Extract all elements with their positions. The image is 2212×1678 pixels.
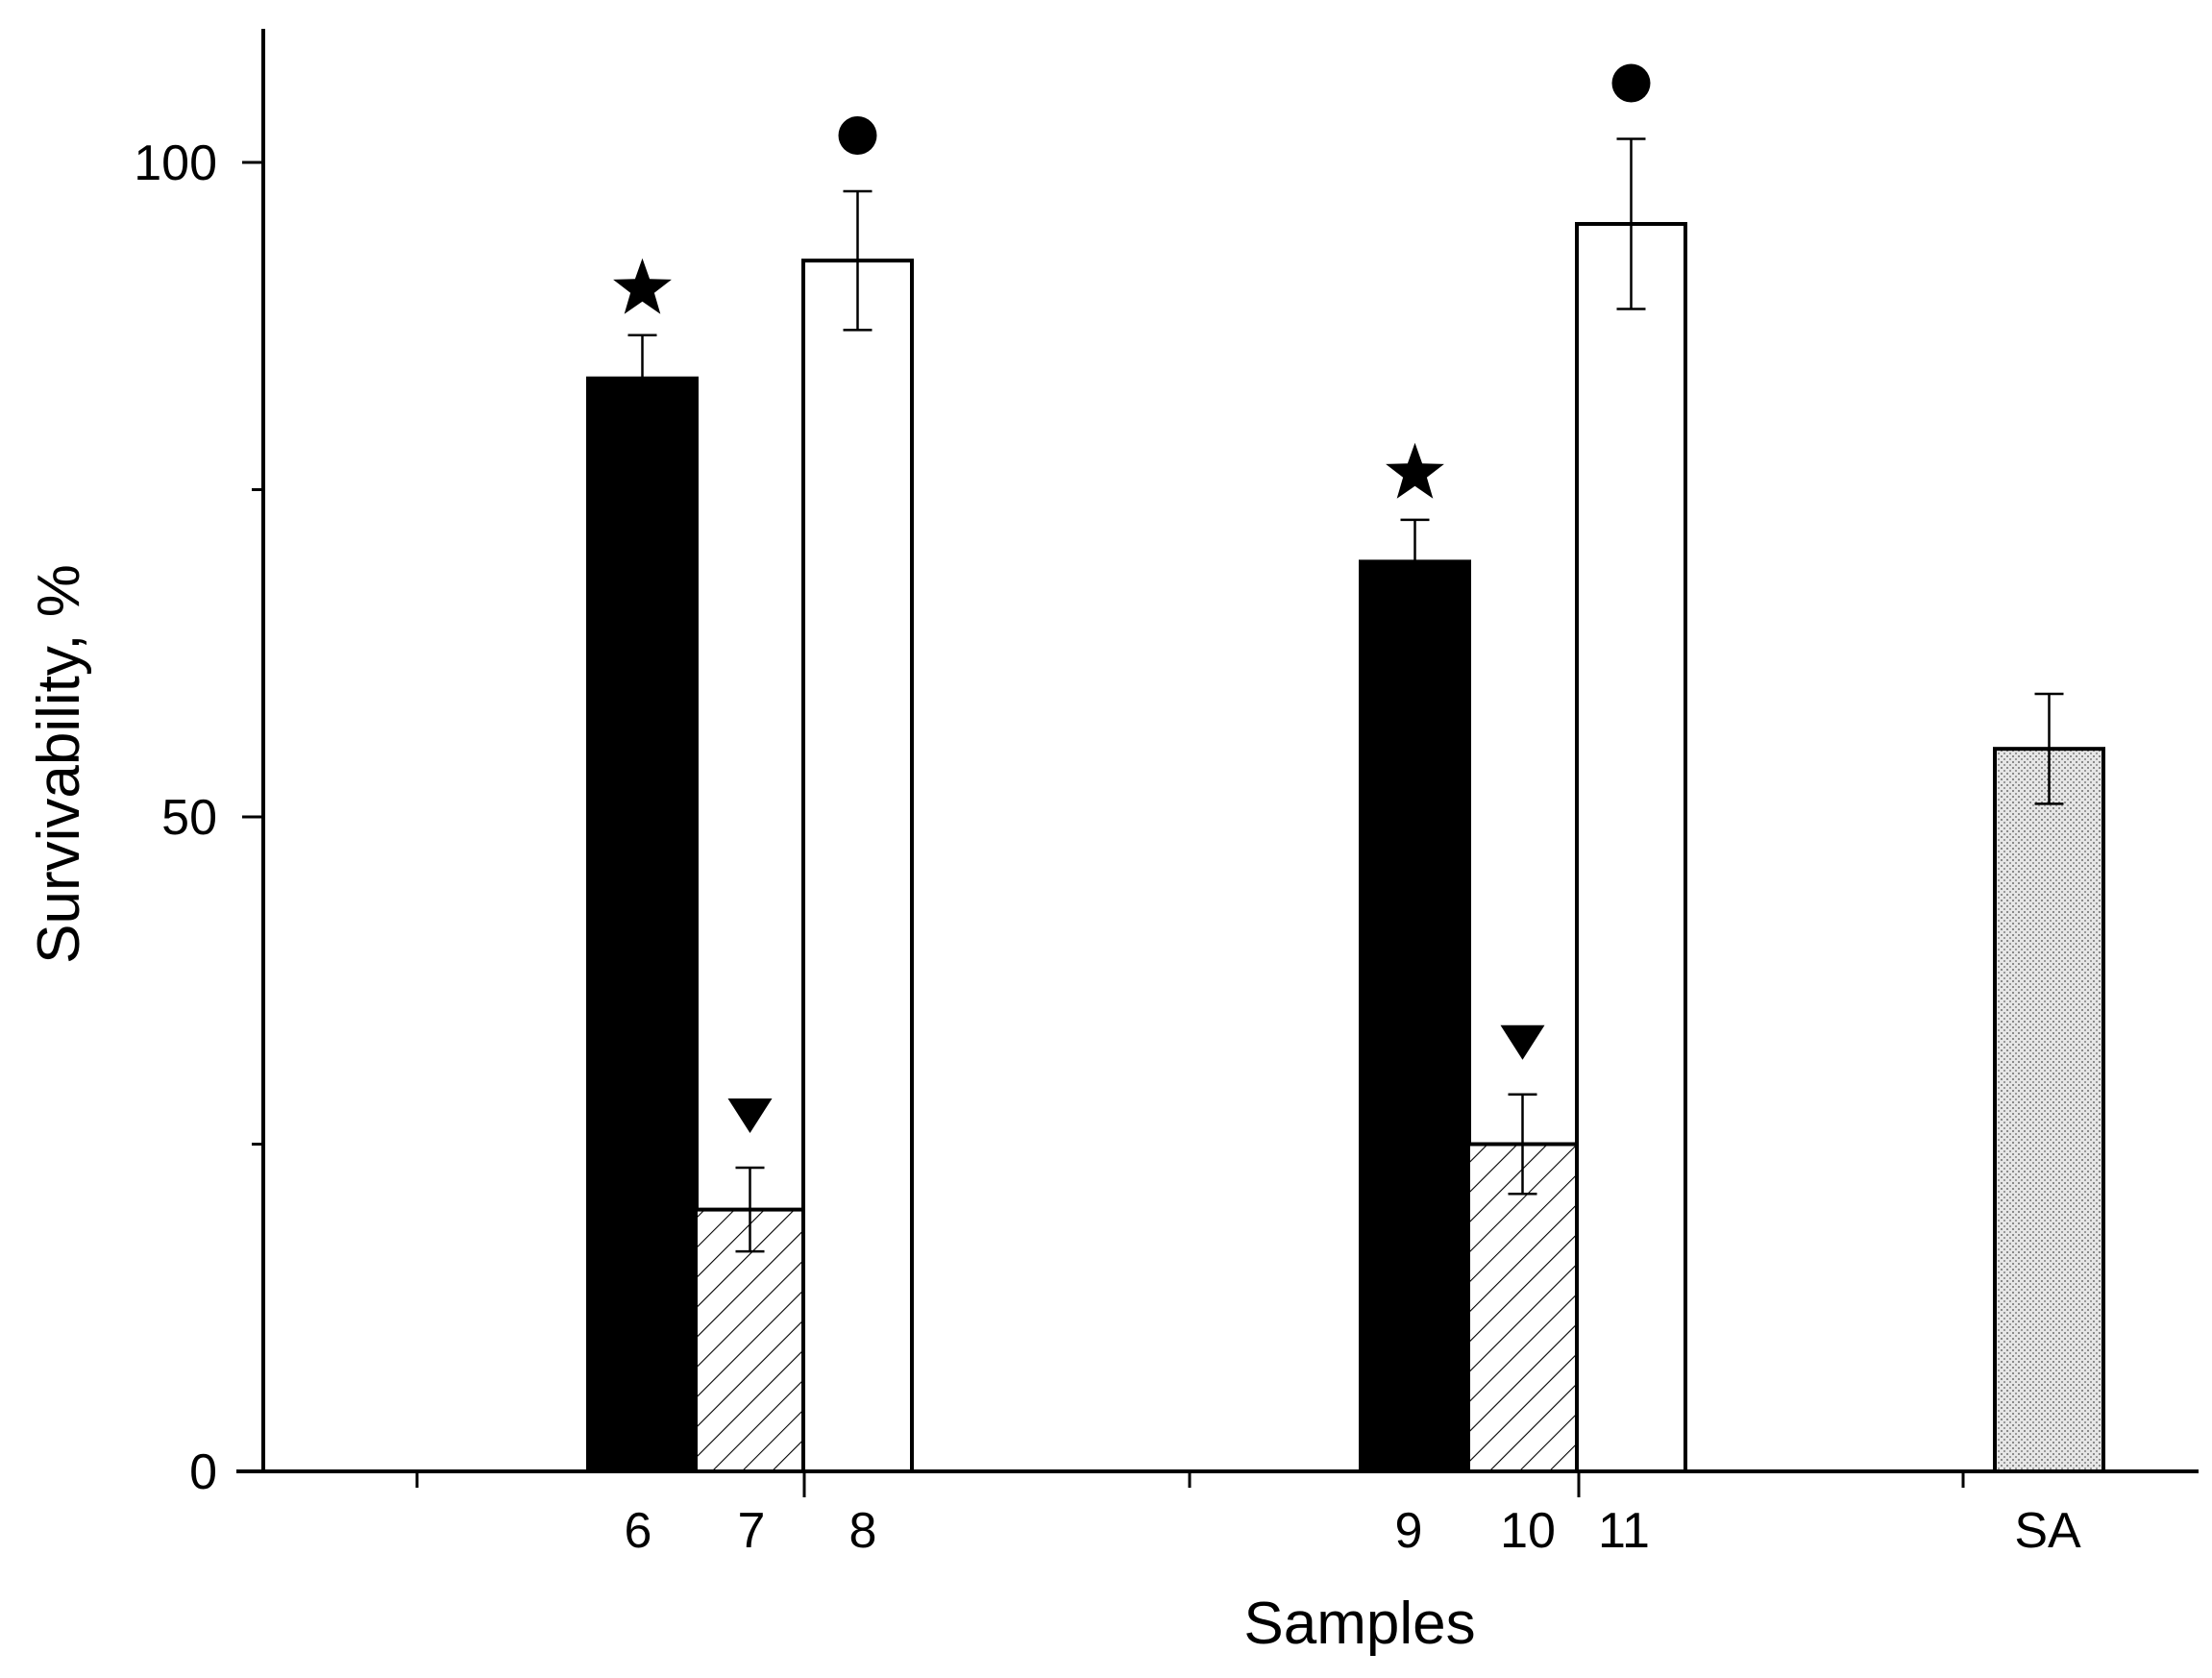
x-ticks-layer xyxy=(415,1471,1965,1497)
bars-layer xyxy=(586,222,2105,1474)
bar-sample-6 xyxy=(586,376,699,1474)
triangle-marker xyxy=(727,1098,773,1134)
bar-sample-9 xyxy=(1359,559,1471,1473)
bar-sample-sa xyxy=(1993,747,2105,1473)
star-marker xyxy=(613,258,672,314)
y-tick-label: 0 xyxy=(189,1444,217,1500)
x-axis-title: Samples xyxy=(1243,1591,1475,1657)
y-ticks-layer: 0 50 100 xyxy=(134,136,263,1500)
y-tick-label: 50 xyxy=(161,790,217,846)
circle-marker xyxy=(1611,63,1651,103)
x-tick-label: 11 xyxy=(1598,1503,1650,1559)
circle-marker xyxy=(838,115,877,155)
x-tick-label: SA xyxy=(2014,1503,2081,1559)
x-tick-label: 10 xyxy=(1500,1503,1556,1559)
error-bars-layer xyxy=(627,137,2064,1253)
bar-sample-7 xyxy=(694,1207,806,1473)
significance-markers-layer xyxy=(613,63,1651,1134)
y-axis-title: Survivability, % xyxy=(26,564,92,964)
x-tick-labels-layer: 6 7 8 9 10 11 SA xyxy=(625,1503,2081,1559)
x-tick-label: 8 xyxy=(849,1503,877,1559)
x-tick-label: 6 xyxy=(625,1503,652,1559)
x-tick-label: 7 xyxy=(738,1503,766,1559)
triangle-marker xyxy=(1500,1024,1545,1060)
bar-sample-8 xyxy=(801,259,914,1473)
bar-sample-10 xyxy=(1466,1142,1579,1473)
star-marker xyxy=(1386,442,1444,499)
bar-sample-11 xyxy=(1575,222,1687,1473)
x-tick-label: 9 xyxy=(1395,1503,1423,1559)
y-tick-label: 100 xyxy=(134,136,217,191)
